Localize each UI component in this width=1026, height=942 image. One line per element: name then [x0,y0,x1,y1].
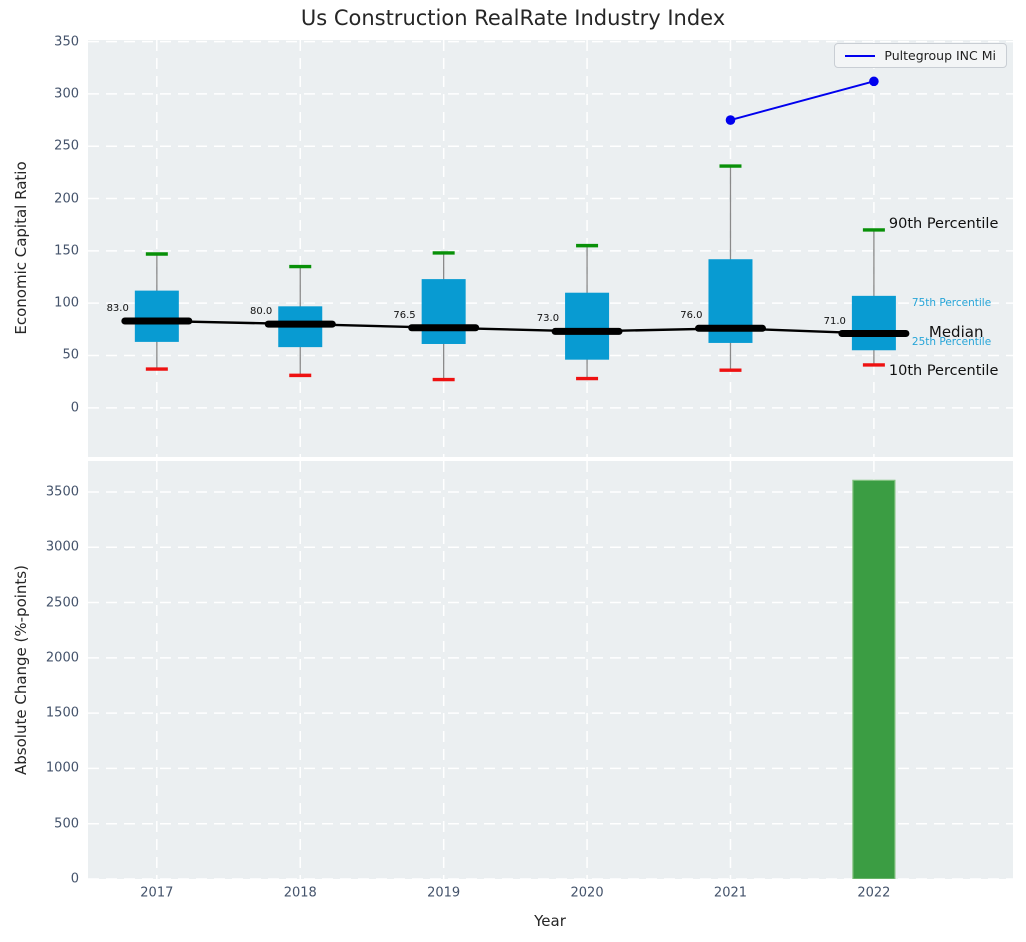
iqr-box [421,279,466,344]
annotation-p25: 25th Percentile [911,336,992,349]
top-y-tick-label: 250 [54,138,79,154]
median-value-label: 80.0 [249,306,273,318]
top-y-tick-label: 150 [54,243,79,259]
bottom-plot-canvas [88,461,1013,879]
x-tick-label: 2019 [427,885,461,901]
bottom-y-tick-label: 500 [54,816,79,832]
top-y-tick-label: 200 [54,191,79,207]
top-y-tick-label: 50 [62,347,79,363]
bottom-y-axis-label: Absolute Change (%-points) [12,565,30,775]
chart-title: Us Construction RealRate Industry Index [300,6,726,30]
x-tick-label: 2020 [570,885,604,901]
top-plot-area: Pultegroup INC Mi [88,40,1013,457]
bottom-y-tick-label: 2500 [45,595,79,611]
legend-line-sample-icon [845,54,876,57]
annotation-p90: 90th Percentile [888,215,999,232]
annotation-median: Median [928,322,984,341]
top-y-axis-label: Economic Capital Ratio [12,161,30,335]
x-tick-label: 2022 [857,885,891,901]
annotation-p75: 75th Percentile [911,296,992,309]
median-value-label: 83.0 [106,302,129,314]
top-y-tick-label: 350 [54,34,79,50]
iqr-box [134,290,179,342]
top-y-tick-label: 0 [70,400,79,416]
top-y-tick-label: 100 [54,295,79,311]
median-value-label: 76.5 [393,309,416,321]
annotation-p10: 10th Percentile [888,362,999,379]
x-tick-label: 2021 [713,885,748,901]
bottom-y-tick-label: 3000 [45,539,79,555]
company-series-point [869,76,879,87]
legend-label: Pultegroup INC Mi [884,48,996,63]
median-value-label: 71.0 [823,315,846,327]
company-series-line [730,80,875,121]
bottom-plot-area [88,461,1013,879]
median-value-label: 73.0 [536,313,560,325]
bottom-y-tick-label: 1500 [45,705,79,721]
bottom-y-tick-label: 1000 [45,760,79,776]
company-series-point [725,115,736,125]
top-plot-canvas [88,40,1013,457]
x-tick-label: 2017 [140,885,174,901]
bottom-y-tick-label: 3500 [45,484,79,500]
top-y-tick-label: 300 [54,86,79,102]
bottom-y-tick-label: 2000 [45,650,79,666]
x-tick-label: 2018 [283,885,317,901]
bottom-y-tick-label: 0 [70,871,79,887]
median-value-label: 76.0 [680,310,703,322]
legend: Pultegroup INC Mi [834,43,1007,68]
iqr-box [851,295,896,351]
median-trend-line [156,319,874,335]
x-axis-label: Year [534,912,566,930]
iqr-box [565,292,610,360]
change-bar [852,479,896,879]
